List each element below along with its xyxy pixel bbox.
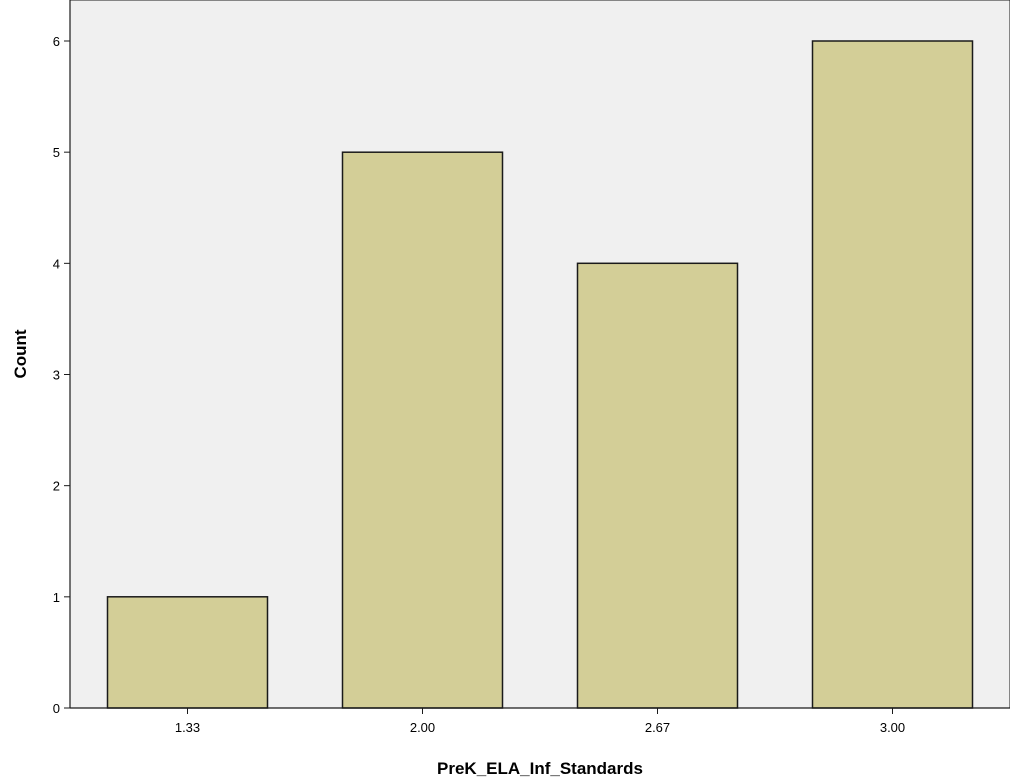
x-tick-label: 1.33 (175, 720, 200, 735)
y-ticks-group: 0 1 2 3 4 5 6 (53, 34, 70, 716)
y-tick-label: 5 (53, 145, 60, 160)
bars-group (106, 40, 974, 709)
y-tick-label: 4 (53, 256, 60, 271)
bar-3.00 (811, 40, 974, 709)
x-axis-title: PreK_ELA_Inf_Standards (437, 759, 643, 778)
y-tick-label: 0 (53, 701, 60, 716)
bar-2.67 (576, 262, 739, 709)
y-tick-label: 2 (53, 479, 60, 494)
x-tick-label: 2.67 (645, 720, 670, 735)
y-tick-label: 3 (53, 368, 60, 383)
x-tick-label: 2.00 (410, 720, 435, 735)
x-ticks-group: 1.33 2.00 2.67 3.00 (175, 708, 905, 735)
y-axis-title: Count (11, 329, 30, 378)
y-tick-label: 6 (53, 34, 60, 49)
y-tick-label: 1 (53, 590, 60, 605)
x-tick-label: 3.00 (880, 720, 905, 735)
bar-1.33 (106, 596, 269, 709)
bar-2.00 (341, 151, 504, 709)
